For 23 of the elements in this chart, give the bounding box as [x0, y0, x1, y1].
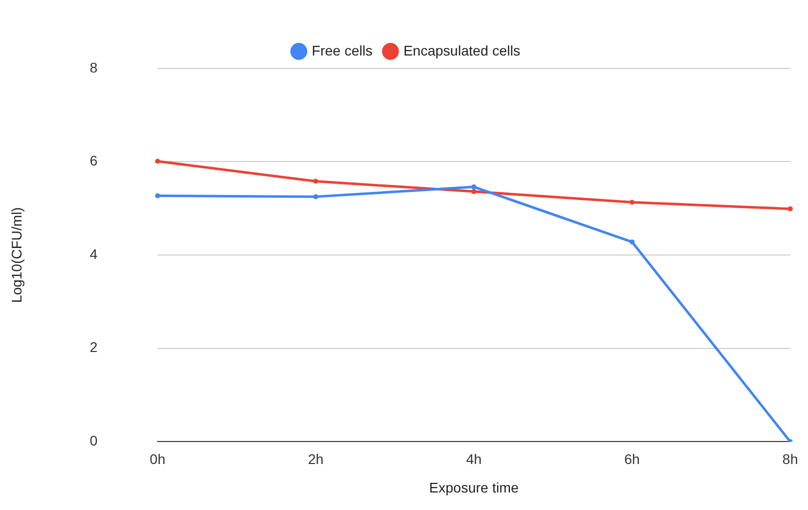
y-tick-label: 4 [90, 246, 98, 262]
point [155, 158, 160, 164]
point [313, 194, 318, 200]
point [630, 200, 635, 205]
y-tick-label: 6 [90, 152, 98, 169]
x-tick-label: 8h [782, 450, 798, 467]
legend-label: Encapsulated cells [403, 42, 520, 58]
point [630, 239, 635, 244]
x-tick-label: 6h [624, 450, 640, 467]
y-tick-label: 2 [90, 339, 98, 356]
y-axis-title: Log10(CFU/ml) [8, 207, 24, 303]
y-tick-label: 8 [90, 59, 98, 76]
point [471, 184, 476, 190]
point [471, 189, 476, 194]
y-tick-label: 0 [90, 432, 98, 448]
x-tick-label: 2h [308, 450, 324, 467]
x-tick-label: 4h [466, 450, 482, 467]
x-tick-label: 0h [150, 450, 166, 467]
x-axis-title: Exposure time [429, 480, 519, 496]
point [788, 206, 793, 212]
point [155, 193, 160, 198]
legend-label: Free cells [312, 42, 372, 58]
point [313, 178, 318, 184]
